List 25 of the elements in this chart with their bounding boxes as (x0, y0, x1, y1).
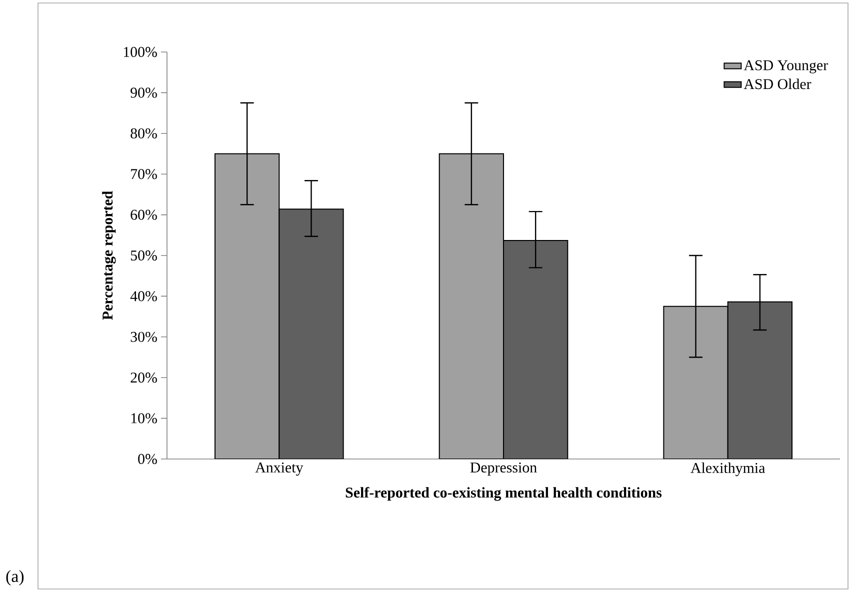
legend-label: ASD Younger (744, 60, 828, 74)
y-tick-label: 50% (130, 250, 157, 261)
y-tick-label: 40% (130, 291, 157, 302)
y-tick-label: 10% (131, 413, 157, 424)
y-tick-label: 70% (131, 169, 157, 180)
bar (503, 240, 568, 459)
y-tick-label: 0% (138, 454, 157, 464)
y-tick-label: 60% (130, 210, 157, 220)
bar (727, 301, 792, 459)
bar (663, 306, 728, 459)
y-tick-label: 100% (124, 46, 157, 58)
y-tick-label: 90% (130, 88, 157, 98)
y-tick-label: 30% (130, 332, 157, 342)
bar (214, 153, 280, 459)
legend-label: ASD Older (744, 78, 812, 90)
x-axis-title: Self-reported co-existing mental health conditions (346, 486, 662, 501)
x-tick-label: Alexithymia (690, 462, 765, 476)
text: (a) (6, 570, 24, 586)
y-tick-label: 20% (130, 372, 157, 383)
bar (278, 208, 344, 459)
y-tick-label: 80% (130, 128, 157, 138)
bar (438, 153, 504, 459)
x-tick-label: Anxiety (255, 462, 304, 476)
x-tick-label: Depression (470, 462, 537, 476)
y-axis-title: Percentage reported (102, 190, 116, 320)
